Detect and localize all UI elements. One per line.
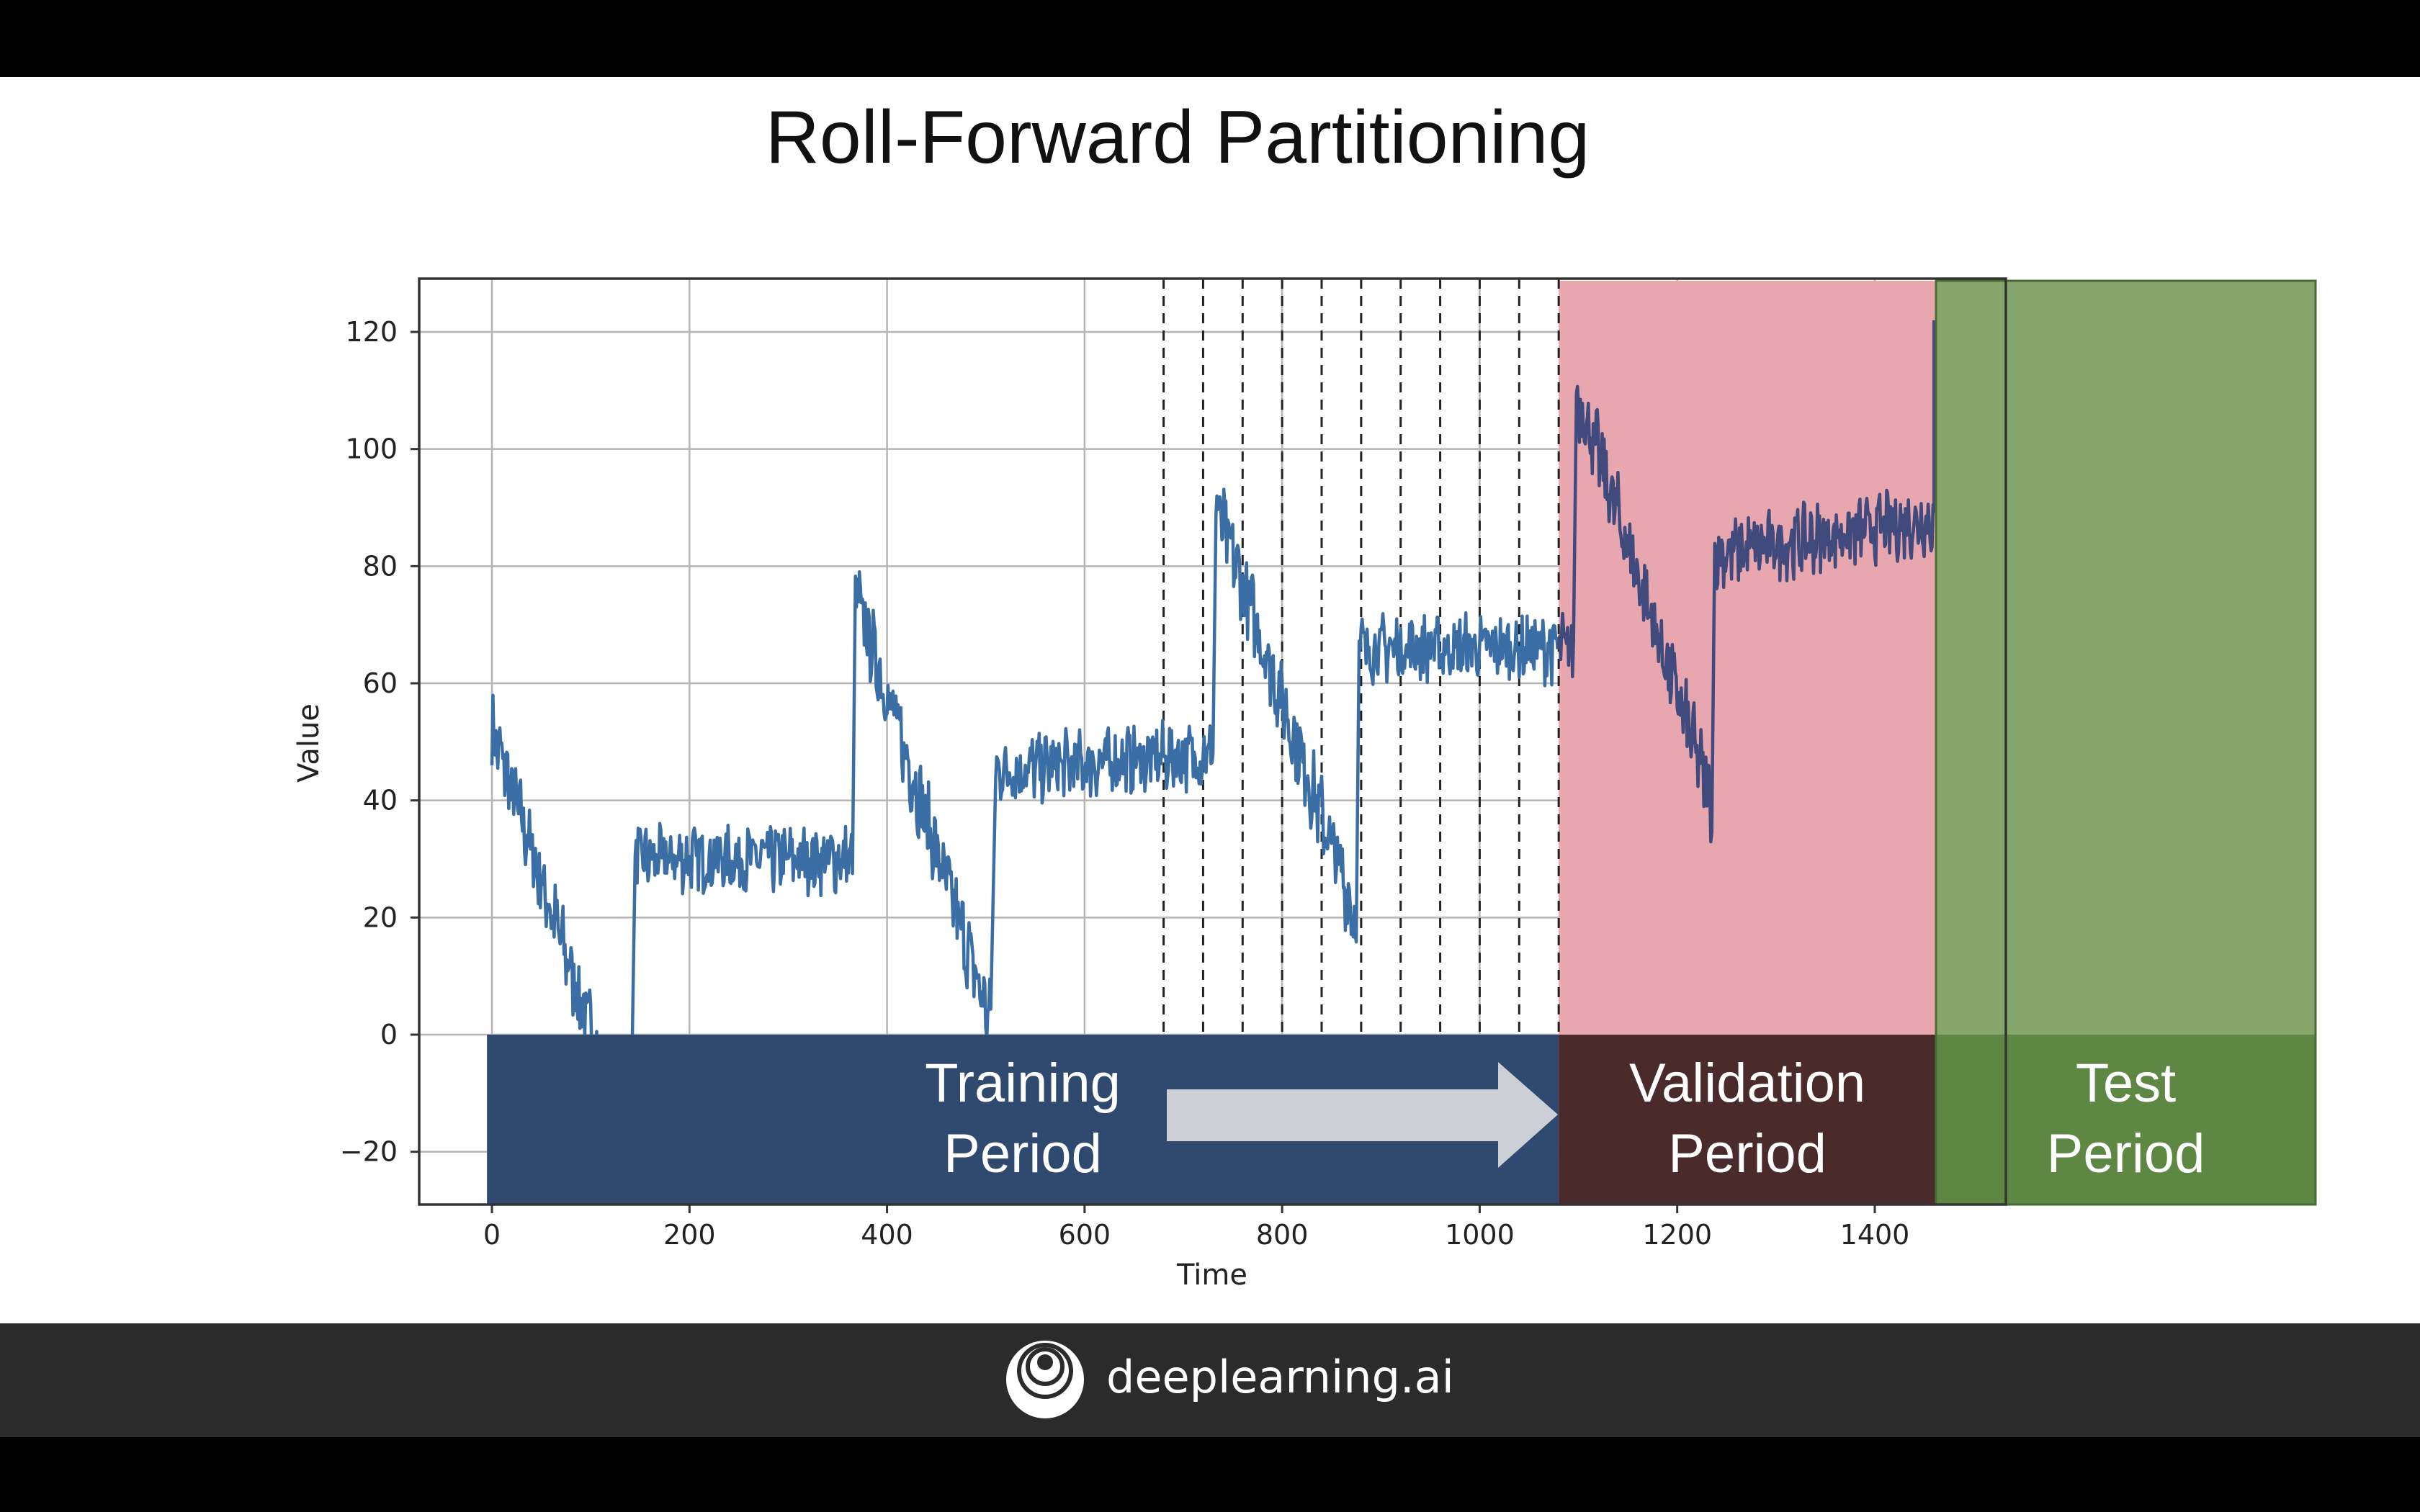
validation-label-line1: Validation xyxy=(1629,1053,1865,1114)
series-line xyxy=(490,320,1936,1186)
y-tick-label: −20 xyxy=(340,1136,398,1168)
validation-period-fill xyxy=(1559,281,1937,1035)
training-label-line1: Training xyxy=(925,1053,1121,1114)
y-tick-label: 100 xyxy=(345,433,398,465)
validation-series-line xyxy=(1556,320,1936,844)
roll-forward-arrow xyxy=(1167,1062,1558,1168)
test-label-line1: Test xyxy=(2076,1053,2176,1114)
y-tick-label: 20 xyxy=(363,901,398,933)
y-tick-label: 60 xyxy=(363,667,398,699)
plot-frame xyxy=(418,277,2007,1206)
deeplearning-logo-icon xyxy=(1006,1341,1084,1418)
period-bands: Training Period Validation Period Test Period xyxy=(487,279,2317,1206)
x-tick-label: 400 xyxy=(861,1219,913,1251)
x-tick-label: 800 xyxy=(1256,1219,1309,1251)
x-tick-label: 0 xyxy=(483,1219,501,1251)
validation-label-line2: Period xyxy=(1668,1123,1827,1184)
test-period-fill xyxy=(1936,281,2316,1035)
roll-forward-lines xyxy=(1162,279,1560,1035)
slide-title: Roll-Forward Partitioning xyxy=(765,96,1590,179)
training-label-line2: Period xyxy=(944,1123,1102,1184)
axes: 0 200 400 600 800 1000 1200 1400 −20 0 20 40 60 80 100… xyxy=(292,277,2007,1292)
x-tick-label: 1400 xyxy=(1840,1219,1910,1251)
y-tick-label: 120 xyxy=(345,316,398,348)
period-fills xyxy=(1559,281,2316,1035)
footer-bar xyxy=(0,1323,2420,1437)
brand-name: deeplearning.ai xyxy=(1106,1351,1454,1403)
x-tick-label: 600 xyxy=(1059,1219,1111,1251)
validation-period-band xyxy=(1559,1035,1937,1205)
y-tick-label: 0 xyxy=(380,1019,398,1050)
test-period-band xyxy=(1936,1035,2316,1205)
y-tick-label: 40 xyxy=(363,785,398,816)
test-label-line2: Period xyxy=(2047,1123,2205,1184)
x-axis-label: Time xyxy=(1176,1259,1247,1292)
x-tick-label: 200 xyxy=(663,1219,716,1251)
y-tick-label: 80 xyxy=(363,550,398,582)
y-axis-label: Value xyxy=(292,703,326,783)
training-series-line xyxy=(490,487,1560,1186)
test-period-outline xyxy=(1935,279,2317,1206)
x-tick-label: 1000 xyxy=(1445,1219,1515,1251)
x-tick-label: 1200 xyxy=(1642,1219,1712,1251)
